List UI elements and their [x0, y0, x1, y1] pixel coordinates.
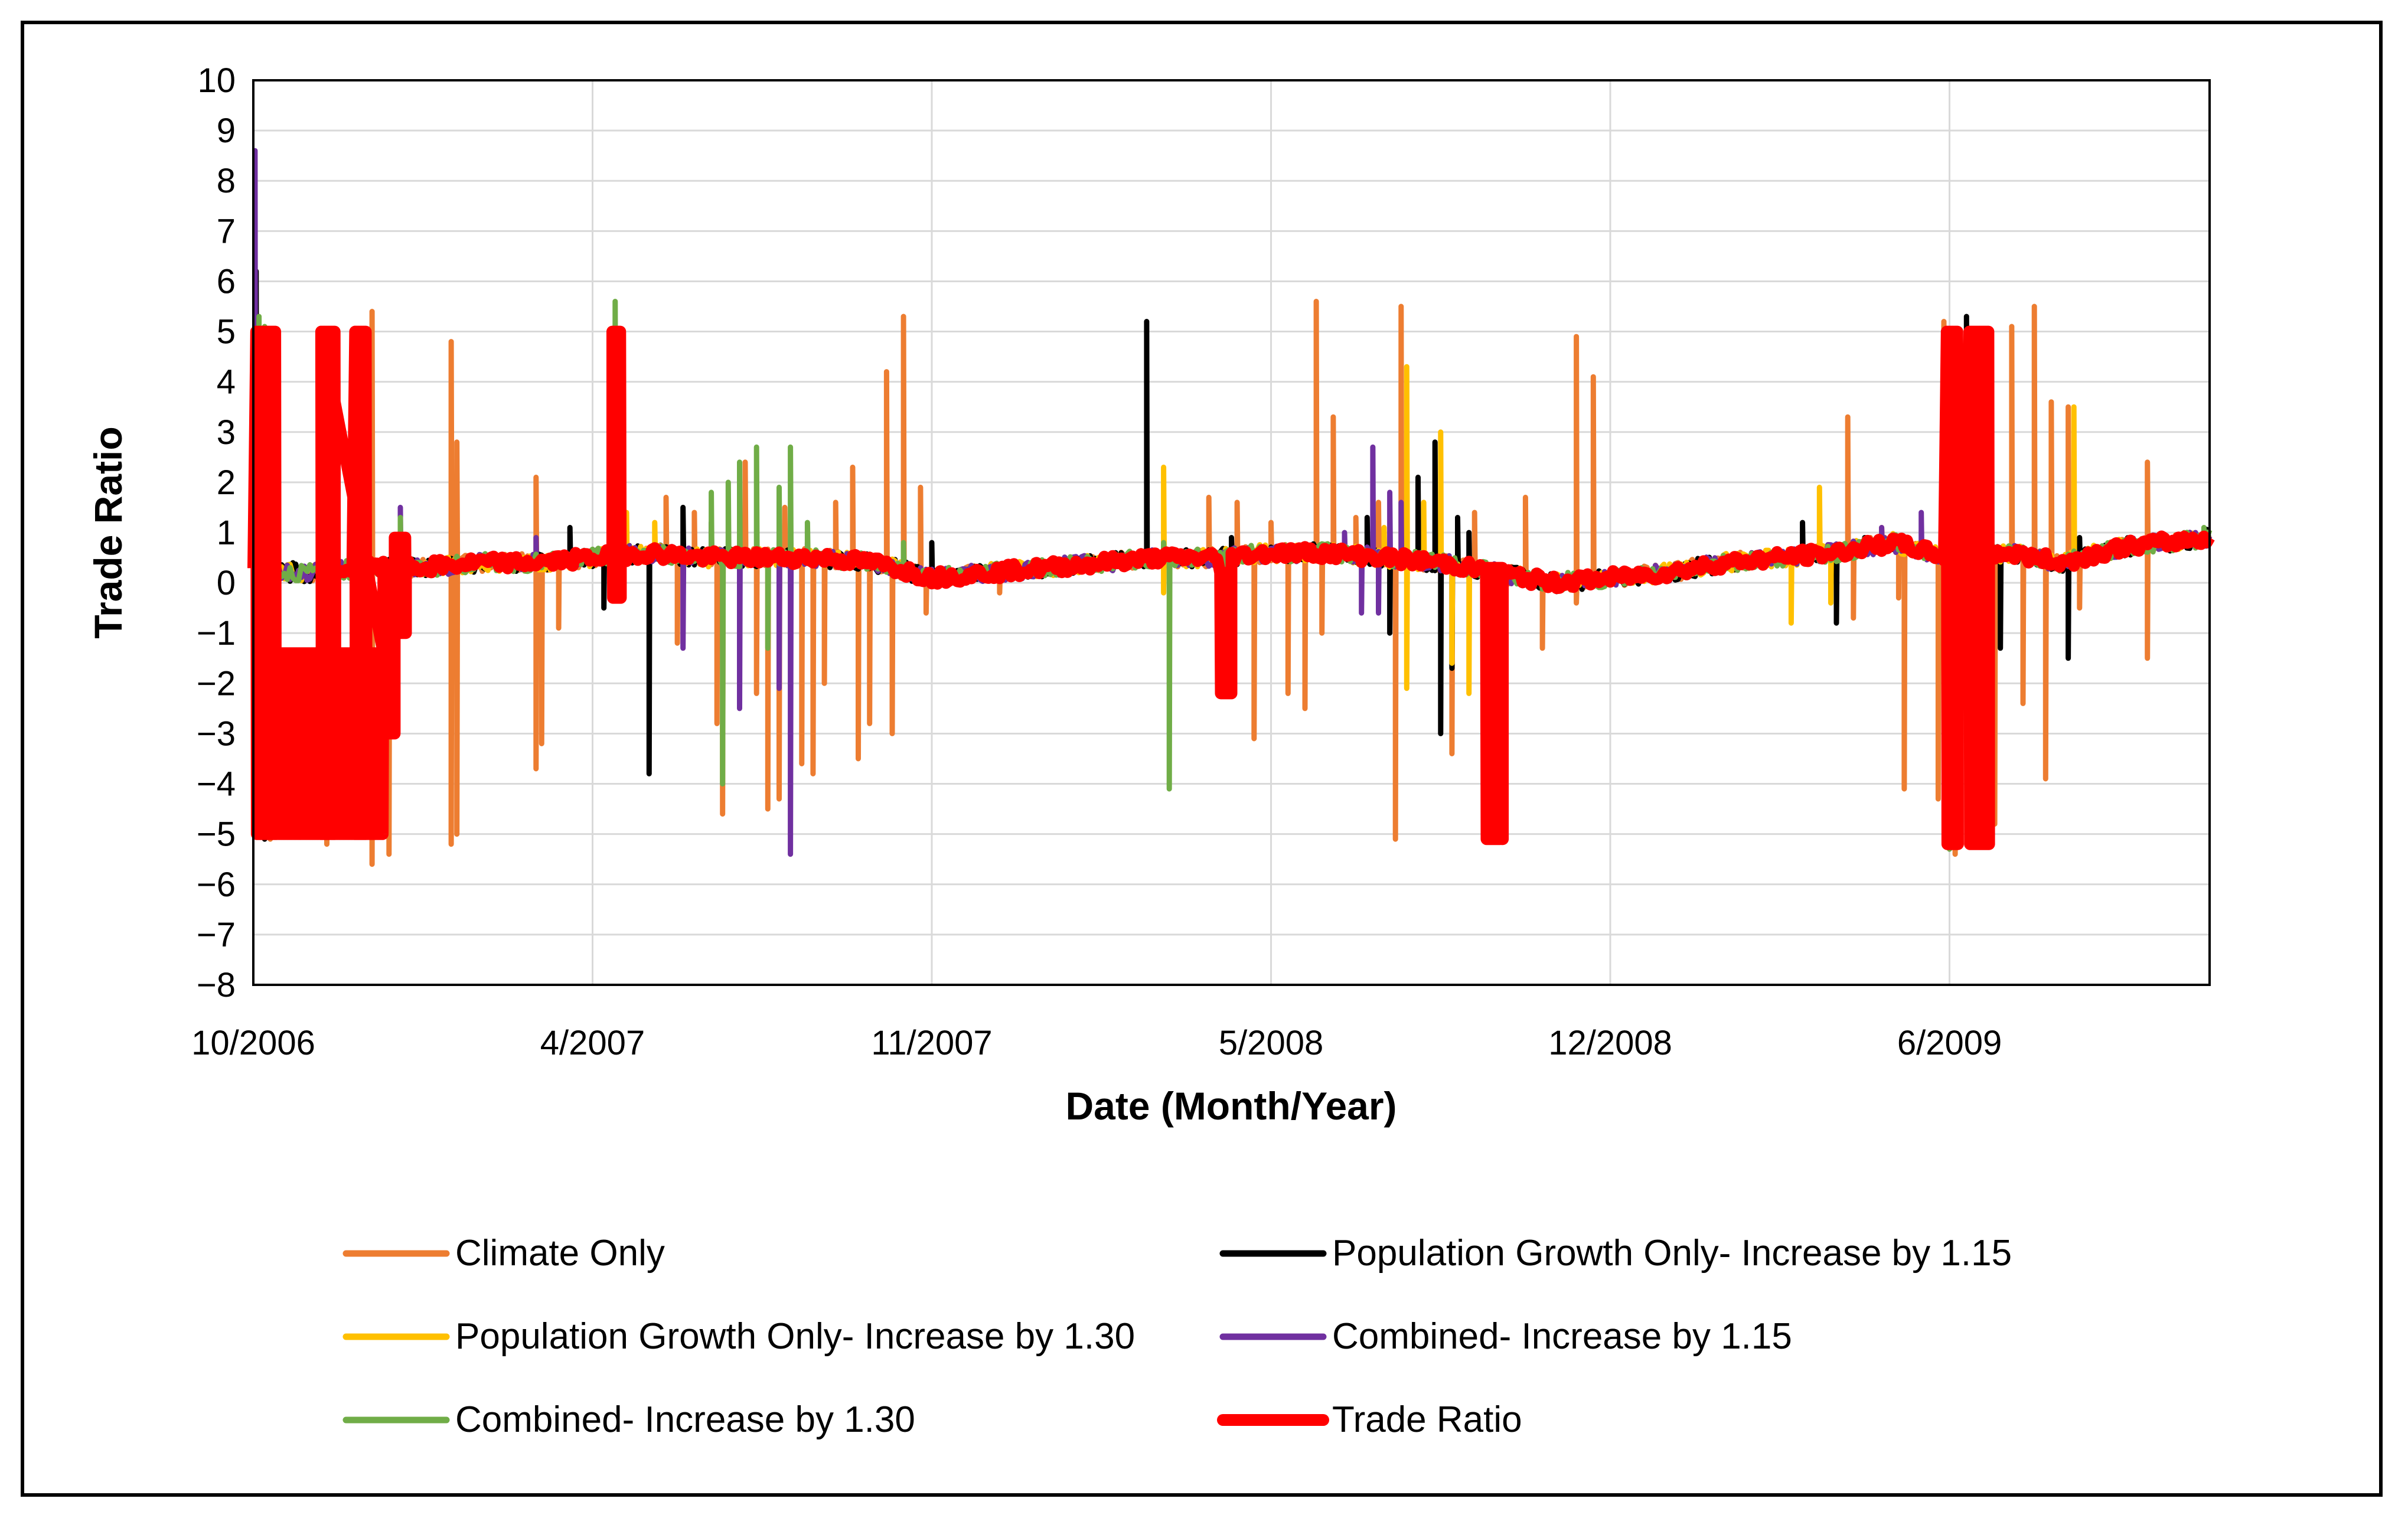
legend-label: Combined- Increase by 1.30 [455, 1399, 915, 1440]
series-3 [251, 148, 2213, 857]
y-tick-label: 4 [217, 363, 236, 401]
chart-frame: −8 −7 −6 −5 −4 −3 −2 −1 0 1 2 3 4 5 6 7 8 9 10 10/2006 4/20… [21, 21, 2383, 1497]
y-tick-label: 8 [217, 162, 236, 200]
y-tick-label: 5 [217, 313, 236, 351]
x-tick-label: 6/2009 [1897, 1024, 2002, 1062]
legend: Climate Only Population Growth Only- Incr… [342, 1233, 2012, 1440]
legend-item: Population Growth Only- Increase by 1.30 [342, 1316, 1135, 1357]
legend-label: Combined- Increase by 1.15 [1332, 1316, 1792, 1357]
legend-item: Trade Ratio [1217, 1399, 1522, 1440]
x-axis-title: Date (Month/Year) [1065, 1084, 1396, 1128]
legend-label: Population Growth Only- Increase by 1.15 [1332, 1233, 2012, 1274]
legend-label: Trade Ratio [1332, 1399, 1522, 1440]
y-tick-label: −1 [197, 614, 236, 652]
y-tick-label: 9 [217, 112, 236, 150]
x-tick-label: 4/2007 [540, 1024, 645, 1062]
trade-ratio-chart: −8 −7 −6 −5 −4 −3 −2 −1 0 1 2 3 4 5 6 7 8 9 10 10/2006 4/20… [86, 61, 2215, 1440]
y-tick-label: 7 [217, 212, 236, 250]
series-layer [247, 148, 2215, 867]
legend-item: Combined- Increase by 1.15 [1219, 1316, 1792, 1357]
y-tick-label: 3 [217, 413, 236, 452]
y-tick-label: −2 [197, 664, 236, 703]
x-tick-label: 11/2007 [871, 1024, 992, 1062]
legend-label: Population Growth Only- Increase by 1.30 [455, 1316, 1135, 1357]
gridlines [252, 79, 2210, 986]
y-axis-title: Trade Ratio [86, 426, 130, 638]
x-tick-label: 5/2008 [1219, 1024, 1323, 1062]
series-5 [247, 325, 2215, 850]
y-tick-label: 0 [217, 564, 236, 602]
series-line [247, 325, 2215, 850]
x-tick-label: 10/2006 [191, 1024, 315, 1062]
y-tick-label: −8 [197, 966, 236, 1004]
y-tick-label: −4 [197, 765, 236, 804]
series-line [251, 148, 2213, 857]
y-tick-label: 1 [217, 514, 236, 552]
y-tick-label: 10 [197, 61, 236, 100]
x-tick-label: 12/2008 [1548, 1024, 1672, 1062]
plot-area-border [252, 79, 2211, 986]
x-axis-ticks: 10/2006 4/2007 11/2007 5/2008 12/2008 6/2009 [191, 1024, 2002, 1062]
y-tick-label: −6 [197, 866, 236, 904]
legend-item: Population Growth Only- Increase by 1.15 [1219, 1233, 2012, 1274]
y-tick-label: 6 [217, 262, 236, 301]
y-tick-label: −7 [197, 916, 236, 954]
y-tick-label: −5 [197, 815, 236, 854]
y-axis-ticks: −8 −7 −6 −5 −4 −3 −2 −1 0 1 2 3 4 5 6 7 8 9 10 [197, 61, 236, 1004]
legend-item: Climate Only [342, 1233, 665, 1274]
y-tick-label: −3 [197, 714, 236, 753]
legend-label: Climate Only [455, 1233, 665, 1274]
y-tick-label: 2 [217, 463, 236, 502]
legend-item: Combined- Increase by 1.30 [342, 1399, 915, 1440]
